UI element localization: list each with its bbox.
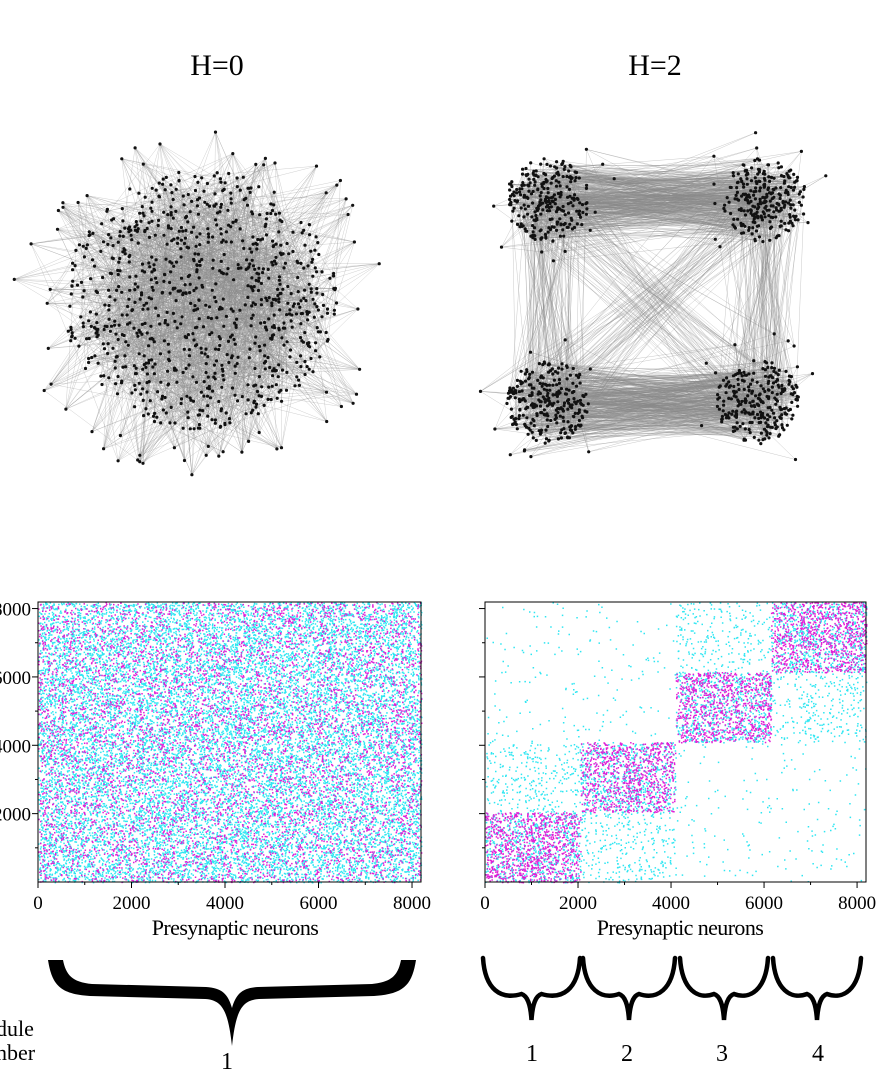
- panel-title-h2: H=2: [628, 49, 682, 82]
- x-tick-label: 8000: [393, 893, 431, 914]
- y-tick-label: 4000: [0, 736, 31, 757]
- module-braces: [48, 955, 864, 1046]
- module-brace-small: [677, 955, 771, 1021]
- connectivity-matrix-h2: 0 2000 4000 6000 8000 Presynaptic neurons: [479, 601, 876, 940]
- module-number-label-line1: dule: [0, 1016, 34, 1041]
- x-axis-label-h0: Presynaptic neurons: [152, 915, 318, 940]
- x-axis-label-h2: Presynaptic neurons: [597, 915, 763, 940]
- module-labels: 1 1 2 3 4: [221, 1041, 824, 1074]
- x-tick-label: 4000: [206, 893, 244, 914]
- module-number-label: 3: [716, 1041, 728, 1067]
- inhibitory-synapses: [38, 602, 423, 884]
- edge-bundle: [480, 132, 826, 460]
- connectivity-matrix-h0: 0 2000 4000 6000 8000 2000 4000 6000 8000 Presyn…: [0, 600, 431, 940]
- node-set: [12, 130, 381, 477]
- x-tick-label: 0: [33, 893, 43, 914]
- x-tick-label: 8000: [838, 893, 876, 914]
- module-number-label: 2: [621, 1041, 633, 1067]
- matrix-ticks-h0: 0 2000 4000 6000 8000 2000 4000 6000 8000: [0, 600, 431, 914]
- module-number-label: 1: [221, 1049, 233, 1074]
- module-number-label: 4: [812, 1041, 824, 1067]
- network-graph-h2: [478, 131, 828, 462]
- matrix-frame: [37, 601, 422, 883]
- excitatory-synapses: [38, 602, 423, 884]
- matrix-ticks-h2: 0 2000 4000 6000 8000: [479, 608, 876, 914]
- matrix-frame: [484, 601, 867, 883]
- network-graph-h0: [12, 130, 381, 477]
- module-brace-large: [48, 960, 416, 1046]
- module-brace-small: [580, 955, 678, 1021]
- y-tick-label: 8000: [0, 600, 31, 621]
- module-brace-small: [770, 955, 864, 1021]
- y-tick-label: 6000: [0, 668, 31, 689]
- x-tick-label: 2000: [559, 893, 597, 914]
- matrix-dots-h2: [485, 602, 868, 884]
- inhibitory-synapses: [485, 602, 868, 884]
- graph-nodes-h0: [12, 130, 381, 477]
- graph-nodes-h2: [478, 131, 828, 462]
- x-tick-label: 0: [480, 893, 490, 914]
- x-tick-label: 6000: [300, 893, 338, 914]
- matrix-dots-h0: [38, 602, 423, 884]
- module-brace-small: [480, 955, 583, 1021]
- module-number-label-line2: nber: [0, 1040, 36, 1065]
- panel-title-h0: H=0: [190, 49, 244, 82]
- x-tick-label: 6000: [745, 893, 783, 914]
- graph-edges-h2: [480, 132, 826, 460]
- module-number-label: 1: [526, 1041, 538, 1067]
- node-set: [478, 131, 828, 462]
- x-tick-label: 4000: [652, 893, 690, 914]
- y-tick-label: 2000: [0, 805, 31, 826]
- x-tick-label: 2000: [113, 893, 151, 914]
